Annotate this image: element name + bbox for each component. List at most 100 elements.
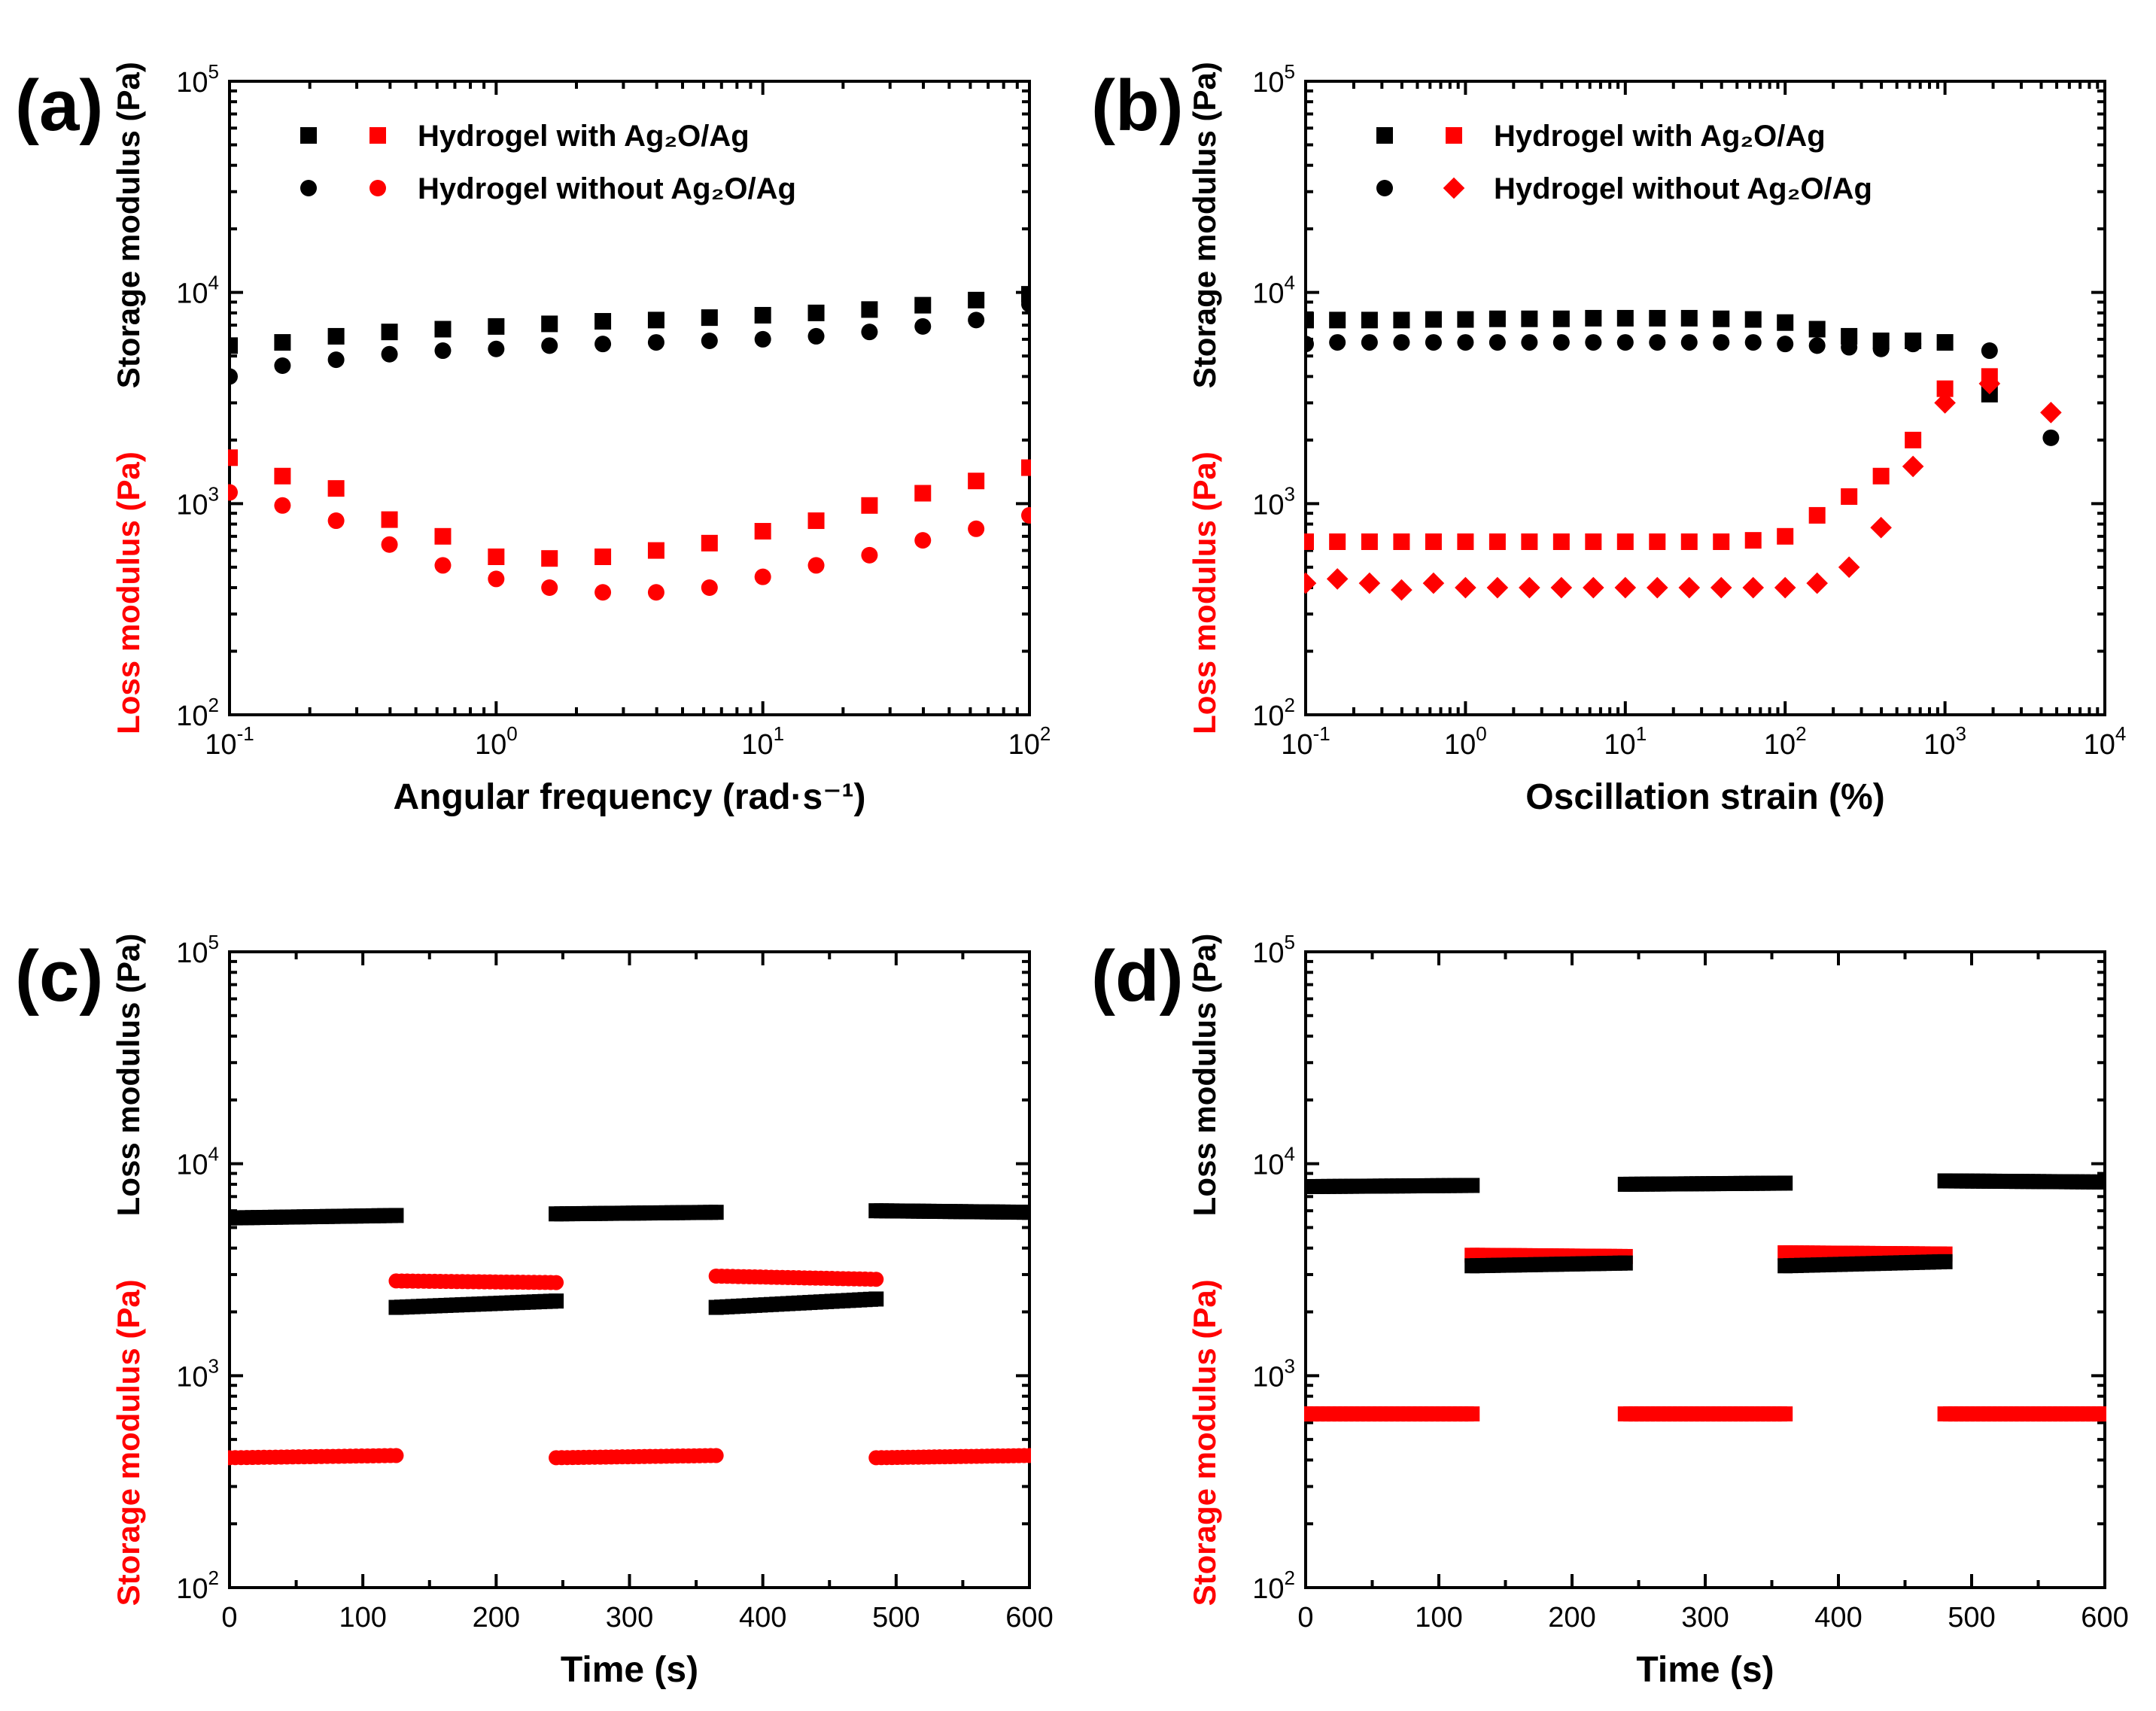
x-tick-label: 10-1: [205, 722, 254, 761]
data-point-circle-black: [1981, 342, 1998, 360]
data-point-square-black: [1552, 310, 1570, 327]
data-layer: [228, 286, 1031, 601]
y-tick-label: 104: [1252, 1143, 1295, 1181]
panel-label: (b): [1091, 65, 1184, 146]
data-point-square-black: [1393, 312, 1410, 329]
data-point-circle-red: [388, 1448, 404, 1463]
x-tick-label: 0: [221, 1602, 237, 1634]
data-point-circle-black: [228, 368, 238, 385]
x-tick-label: 500: [872, 1602, 920, 1634]
data-point-square-black: [1777, 314, 1794, 331]
legend: Hydrogel with Ag₂O/Ag Hydrogel without Ag…: [300, 120, 796, 205]
data-point-square-black: [1425, 311, 1442, 328]
legend-marker-circle-black: [1376, 180, 1393, 196]
data-point-diamond-red: [1614, 576, 1637, 599]
data-point-diamond-red: [1978, 372, 2001, 395]
x-axis-title: Oscillation strain (%): [1525, 777, 1884, 817]
data-point-circle-black: [2042, 429, 2060, 446]
data-point-square-red: [1521, 533, 1538, 550]
data-point-circle-red: [594, 584, 612, 601]
data-point-square-black: [1489, 310, 1506, 327]
data-point-square-red: [1489, 533, 1506, 550]
panel-label: (c): [15, 936, 103, 1017]
y-tick-label: 104: [176, 272, 219, 310]
data-point-circle-red: [861, 546, 878, 564]
data-point-square-red: [1552, 533, 1570, 550]
data-point-circle-black: [1872, 340, 1890, 357]
data-point-square-red: [807, 512, 825, 530]
y-axis-title: Loss modulus (Pa) Storage modulus (Pa): [1187, 62, 1222, 734]
x-tick-label: 200: [473, 1602, 520, 1634]
chart-panel-c: 102 103 104 105 0 100 200 300 400 500 600 Time (s) S…: [15, 931, 1054, 1690]
y-axis-title: Loss modulus (Pa) Storage modulus (Pa): [111, 62, 146, 734]
data-point-square-red: [1905, 431, 1922, 448]
data-point-diamond-red: [1391, 579, 1412, 601]
x-tick-label: 104: [2084, 722, 2127, 761]
legend-marker-square-black: [1376, 127, 1393, 144]
data-point-square-black: [434, 321, 452, 338]
data-point-square-black: [1361, 312, 1378, 329]
data-point-square-black: [327, 327, 345, 345]
data-point-square-black: [914, 296, 932, 314]
data-point-square-black: [1329, 312, 1346, 329]
data-point-square-black: [1617, 1255, 1633, 1271]
x-tick-label: 400: [1814, 1602, 1862, 1634]
x-tick-label: 100: [1415, 1602, 1462, 1634]
data-layer: [228, 1203, 1031, 1466]
legend-label: Hydrogel without Ag₂O/Ag: [1494, 172, 1872, 205]
data-layer: [1304, 309, 2062, 601]
data-point-circle-black: [594, 336, 612, 353]
x-tick-label: 200: [1548, 1602, 1595, 1634]
data-point-square-black: [274, 334, 291, 351]
data-point-square-red: [274, 467, 291, 485]
y-tick-label: 102: [176, 694, 219, 732]
data-point-circle-black: [1649, 334, 1666, 351]
data-point-circle-red: [488, 570, 505, 588]
data-point-square-black: [647, 312, 664, 329]
data-point-circle-black: [1489, 334, 1506, 351]
data-point-circle-black: [1744, 334, 1762, 351]
data-point-circle-black: [701, 332, 718, 349]
data-point-circle-red: [647, 584, 664, 601]
data-point-circle-black: [488, 340, 505, 357]
legend-marker-square-red: [1446, 127, 1462, 144]
chart-panel-b: 102 103 104 105 10-1 100 101 102 103 104 Oscillati…: [1091, 60, 2126, 817]
data-point-diamond-red: [1326, 568, 1349, 590]
data-point-square-red: [701, 534, 718, 552]
data-point-square-red: [1585, 533, 1602, 550]
data-point-square-red: [1304, 533, 1314, 550]
data-point-square-red: [1393, 533, 1410, 550]
data-point-circle-black: [327, 351, 345, 369]
data-point-square-black: [1713, 310, 1730, 327]
data-point-diamond-red: [1646, 576, 1668, 599]
data-point-diamond-red: [1934, 392, 1956, 414]
legend-marker-diamond-red: [1443, 177, 1465, 199]
data-point-circle-black: [1304, 336, 1314, 353]
y-tick-label: 103: [176, 1354, 219, 1393]
data-point-diamond-red: [1806, 572, 1828, 594]
data-point-square-black: [228, 337, 238, 354]
y-tick-label: 102: [1252, 1567, 1295, 1605]
x-axis-title: Time (s): [561, 1650, 698, 1690]
y-tick-label: 102: [1252, 694, 1295, 732]
y-tick-label: 103: [1252, 482, 1295, 521]
data-point-circle-black: [434, 342, 452, 360]
data-point-square-red: [1425, 533, 1442, 550]
data-point-square-red: [914, 485, 932, 502]
data-point-square-red: [861, 497, 878, 514]
data-point-circle-black: [1021, 296, 1031, 313]
data-point-diamond-red: [1304, 572, 1317, 594]
chart-panel-d: 102 103 104 105 0 100 200 300 400 500 600 Time (s) S…: [1091, 931, 2129, 1690]
data-point-circle-black: [381, 345, 398, 363]
data-point-square-black: [594, 313, 612, 330]
x-tick-label: 600: [2081, 1602, 2128, 1634]
y-tick-label: 105: [176, 60, 219, 99]
data-point-square-black: [488, 318, 505, 335]
data-point-circle-black: [541, 337, 558, 354]
x-tick-label: 0: [1297, 1602, 1313, 1634]
x-tick-label: 100: [1444, 722, 1487, 761]
data-point-square-black: [1022, 1205, 1031, 1220]
data-point-diamond-red: [1358, 572, 1381, 594]
legend-label: Hydrogel with Ag₂O/Ag: [418, 120, 750, 153]
